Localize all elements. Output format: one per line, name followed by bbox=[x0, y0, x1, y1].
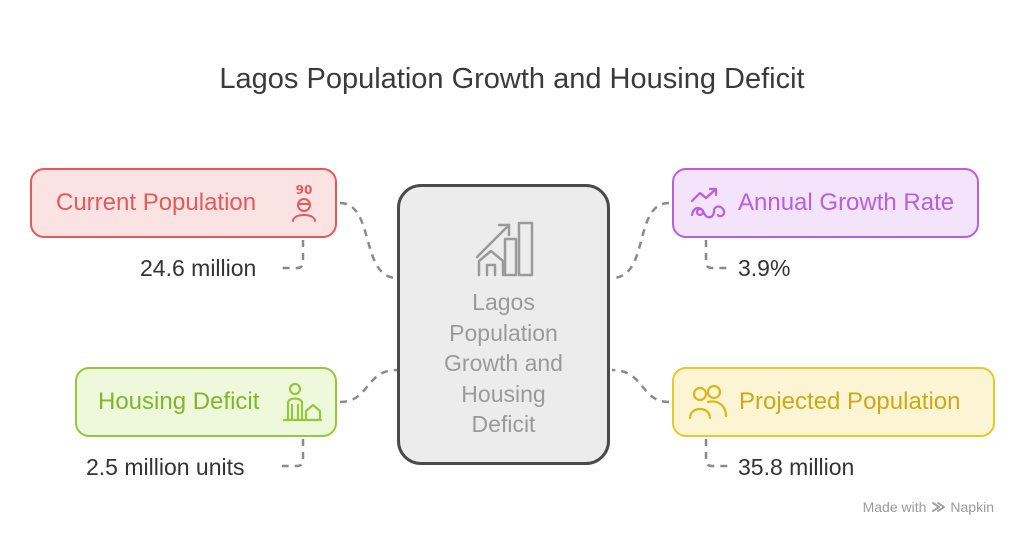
housing-deficit-card: Housing Deficit bbox=[75, 367, 337, 437]
svg-text:90: 90 bbox=[296, 183, 313, 197]
growth-trend-icon bbox=[690, 187, 726, 219]
connector-annual-growth-rate bbox=[611, 201, 670, 280]
people-group-icon bbox=[688, 384, 728, 420]
connector-projected-population bbox=[611, 368, 670, 404]
projected-population-value: 35.8 million bbox=[738, 454, 855, 480]
connector-current-population bbox=[339, 201, 398, 280]
leader-annual-growth-rate bbox=[704, 240, 728, 270]
central-topic-label: Lagos Population Growth and Housing Defi… bbox=[444, 289, 563, 437]
leader-current-population bbox=[282, 240, 305, 270]
person-age-icon: 90 bbox=[292, 183, 316, 222]
watermark-prefix: Made with bbox=[862, 499, 927, 515]
projected-population-label: Projected Population bbox=[739, 388, 961, 415]
annual-growth-rate-value: 3.9% bbox=[738, 255, 791, 281]
person-house-icon bbox=[282, 382, 322, 422]
diagram-title: Lagos Population Growth and Housing Defi… bbox=[219, 63, 805, 95]
projected-population-card: Projected Population bbox=[672, 367, 995, 437]
current-population-value: 24.6 million bbox=[140, 255, 257, 281]
watermark-brand: Napkin bbox=[950, 499, 994, 515]
housing-deficit-value: 2.5 million units bbox=[86, 454, 245, 480]
chart-house-icon bbox=[475, 221, 534, 277]
current-population-label: Current Population bbox=[56, 189, 257, 216]
annual-growth-rate-card: Annual Growth Rate bbox=[672, 168, 979, 238]
leader-housing-deficit bbox=[282, 439, 305, 468]
connector-housing-deficit bbox=[339, 368, 398, 404]
leader-projected-population bbox=[704, 439, 728, 468]
annual-growth-rate-label: Annual Growth Rate bbox=[738, 189, 955, 216]
current-population-card: Current Population 90 bbox=[30, 168, 337, 238]
napkin-watermark: Made with Napkin bbox=[863, 499, 994, 515]
housing-deficit-label: Housing Deficit bbox=[98, 388, 260, 415]
central-topic-box: Lagos Population Growth and Housing Defi… bbox=[397, 184, 610, 465]
napkin-logo-icon bbox=[932, 502, 946, 512]
